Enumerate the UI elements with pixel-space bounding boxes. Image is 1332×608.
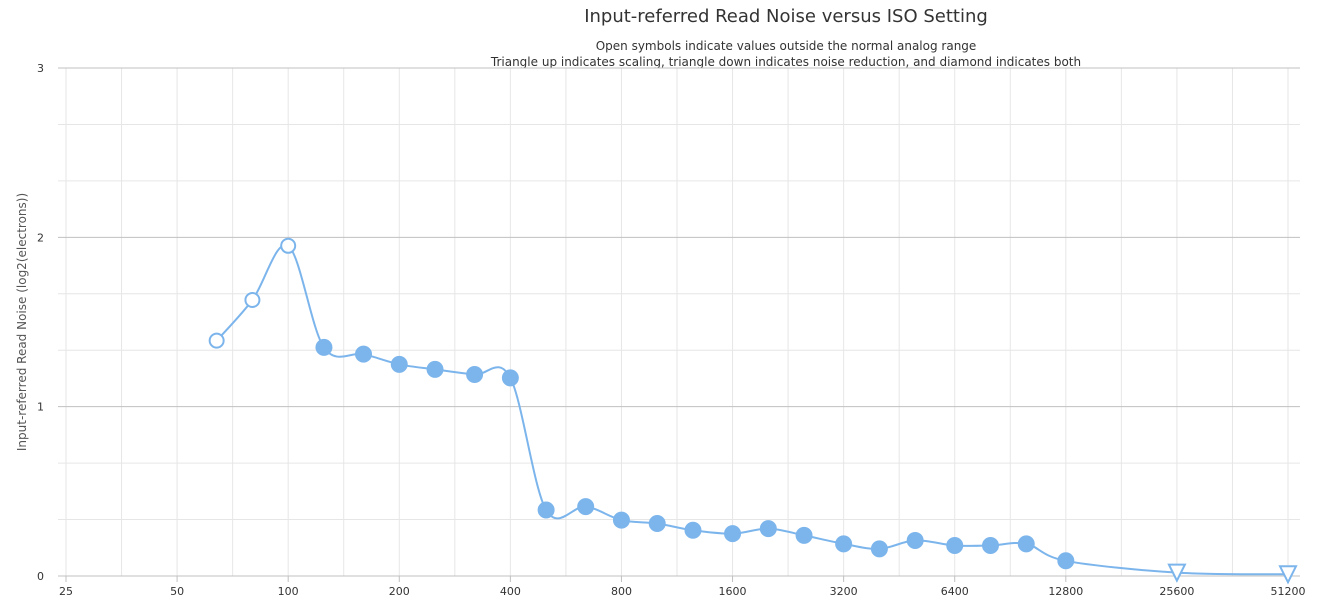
x-tick-label: 6400	[941, 585, 969, 598]
data-point-filled-circle	[501, 369, 519, 387]
data-point-filled-circle	[835, 535, 853, 553]
series-line	[215, 243, 1289, 576]
y-tick-label: 2	[37, 231, 44, 244]
y-tick-label: 0	[37, 570, 44, 583]
x-tick-label: 800	[611, 585, 632, 598]
x-tick-label: 400	[500, 585, 521, 598]
x-tick-label: 100	[278, 585, 299, 598]
data-point-filled-circle	[466, 365, 484, 383]
data-point-filled-circle	[906, 531, 924, 549]
data-point-filled-circle	[315, 338, 333, 356]
data-point-filled-circle	[577, 498, 595, 516]
x-tick-label: 3200	[830, 585, 858, 598]
data-point-filled-circle	[870, 540, 888, 558]
chart-title: Input-referred Read Noise versus ISO Set…	[584, 6, 988, 27]
x-tick-label: 25600	[1159, 585, 1194, 598]
chart-subtitle-line-1: Open symbols indicate values outside the…	[596, 39, 977, 53]
data-point-filled-circle	[724, 525, 742, 543]
data-point-open-circle	[208, 332, 225, 349]
x-axis-ticks: 25 50 100 200 400 800 1600 3200 6400 12800 25600 51…	[59, 576, 1306, 598]
y-axis-title: Input-referred Read Noise (log2(electron…	[15, 193, 29, 451]
data-point-open-triangle-down	[1278, 565, 1298, 585]
data-point-filled-circle	[612, 511, 630, 529]
data-point-filled-circle	[390, 355, 408, 373]
data-point-filled-circle	[648, 515, 666, 533]
data-point-open-circle	[244, 291, 261, 308]
y-axis-ticks: 0 1 2 3	[37, 62, 44, 583]
y-tick-label: 1	[37, 401, 44, 414]
data-point-filled-circle	[1057, 552, 1075, 570]
grid	[58, 67, 1300, 577]
chart-subtitle-line-2: Triangle up indicates scaling, triangle …	[490, 55, 1081, 69]
data-point-filled-circle	[684, 521, 702, 539]
data-point-filled-circle	[426, 360, 444, 378]
data-point-open-triangle-down	[1167, 563, 1187, 583]
x-tick-label: 25	[59, 585, 73, 598]
data-point-filled-circle	[759, 520, 777, 538]
x-tick-label: 51200	[1271, 585, 1306, 598]
data-point-filled-circle	[981, 537, 999, 555]
series-markers	[208, 237, 1298, 585]
data-point-filled-circle	[537, 501, 555, 519]
data-point-filled-circle	[1017, 535, 1035, 553]
data-point-filled-circle	[795, 526, 813, 544]
y-tick-label: 3	[37, 62, 44, 75]
data-point-filled-circle	[946, 537, 964, 555]
x-tick-label: 200	[389, 585, 410, 598]
data-point-open-circle	[280, 237, 297, 254]
x-tick-label: 1600	[719, 585, 747, 598]
data-point-filled-circle	[355, 345, 373, 363]
x-tick-label: 50	[170, 585, 184, 598]
x-tick-label: 12800	[1048, 585, 1083, 598]
